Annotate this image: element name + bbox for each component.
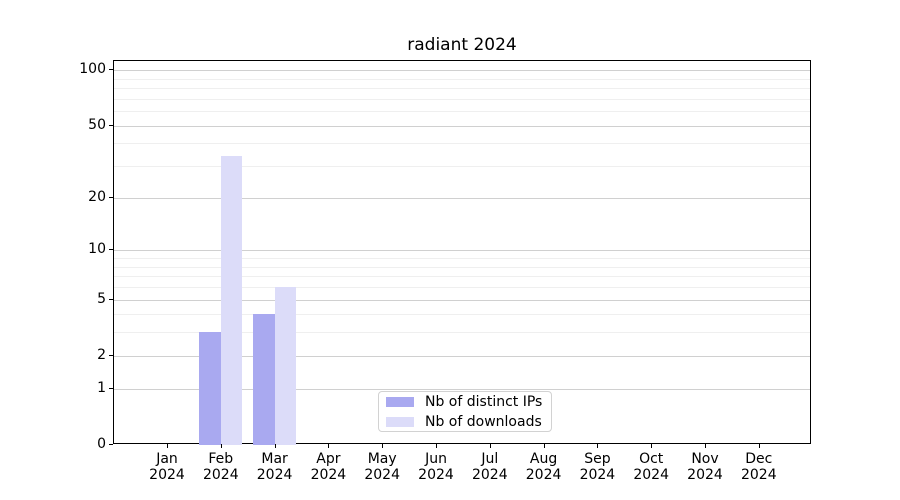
y-tick-5 [109, 298, 113, 300]
x-tick-label-feb: Feb 2024 [202, 451, 239, 483]
x-tick-label-mar: Mar 2024 [256, 451, 293, 483]
gridline-minor-9 [114, 258, 810, 259]
gridline-minor-7 [114, 276, 810, 278]
y-tick-10 [109, 249, 113, 251]
y-tick-label-2: 2 [97, 346, 106, 363]
x-tick-nov [705, 444, 706, 448]
gridline-100 [114, 70, 810, 72]
legend-swatch-distinct-ips [386, 396, 414, 407]
chart-title: radiant 2024 [407, 35, 517, 55]
y-tick-label-5: 5 [97, 290, 106, 307]
legend-label-downloads: Nb of downloads [425, 413, 542, 430]
gridline-minor-90 [114, 78, 810, 80]
x-tick-sep [597, 444, 599, 448]
y-tick-20 [109, 196, 113, 198]
gridline-20 [114, 197, 810, 199]
gridline-2 [114, 355, 810, 357]
y-tick-1 [109, 387, 113, 389]
bar-nb-of-distinct-ips-feb [199, 332, 221, 445]
gridline-minor-3 [114, 332, 810, 334]
y-tick-100 [109, 69, 113, 71]
gridline-minor-8 [114, 266, 810, 268]
y-tick-0 [109, 444, 113, 445]
x-tick-oct [651, 444, 653, 448]
x-tick-label-dec: Dec 2024 [740, 451, 777, 483]
y-tick-label-100: 100 [79, 61, 106, 78]
x-tick-label-jan: Jan 2024 [149, 451, 185, 483]
x-tick-aug [543, 444, 545, 448]
gridline-50 [114, 125, 810, 127]
gridline-minor-80 [114, 88, 810, 89]
x-tick-apr [328, 444, 330, 448]
y-tick-label-10: 10 [88, 241, 106, 258]
x-tick-label-sep: Sep 2024 [579, 451, 616, 483]
y-tick-label-0: 0 [97, 436, 106, 452]
legend-label-distinct-ips: Nb of distinct IPs [425, 393, 543, 410]
y-tick-label-1: 1 [97, 379, 106, 396]
x-tick-label-oct: Oct 2024 [633, 451, 669, 483]
gridline-minor-6 [114, 286, 810, 288]
legend-item-downloads: Nb of downloads [386, 414, 544, 430]
bar-nb-of-downloads-mar [274, 286, 297, 445]
y-tick-2 [109, 354, 113, 356]
gridline-minor-4 [114, 314, 810, 316]
gridline-10 [114, 250, 810, 252]
x-tick-label-aug: Aug 2024 [525, 451, 562, 483]
x-tick-may [382, 444, 384, 448]
x-tick-mar [274, 444, 276, 448]
y-tick-label-20: 20 [88, 188, 106, 205]
y-tick-label-50: 50 [88, 116, 106, 133]
legend: Nb of distinct IPs Nb of downloads [378, 391, 552, 432]
x-tick-label-jun: Jun 2024 [418, 451, 454, 483]
x-tick-feb [220, 444, 222, 448]
legend-swatch-downloads [386, 416, 414, 427]
y-tick-50 [109, 124, 113, 126]
x-tick-label-apr: Apr 2024 [310, 451, 347, 483]
x-tick-label-jul: Jul 2024 [471, 451, 508, 483]
x-tick-jan [167, 444, 168, 448]
plot-area [113, 60, 811, 445]
gridline-minor-70 [114, 98, 810, 100]
x-tick-label-may: May 2024 [364, 451, 400, 483]
bar-nb-of-downloads-feb [220, 156, 243, 445]
gridline-minor-40 [114, 143, 810, 145]
x-tick-dec [758, 444, 760, 448]
x-tick-jun [436, 444, 437, 448]
gridline-1 [114, 388, 810, 390]
legend-item-distinct-ips: Nb of distinct IPs [386, 394, 544, 410]
gridline-minor-60 [114, 111, 810, 113]
bar-nb-of-distinct-ips-mar [253, 314, 275, 445]
x-tick-jul [489, 444, 491, 448]
x-tick-label-nov: Nov 2024 [687, 451, 723, 483]
gridline-5 [114, 299, 810, 301]
gridline-minor-30 [114, 166, 810, 168]
